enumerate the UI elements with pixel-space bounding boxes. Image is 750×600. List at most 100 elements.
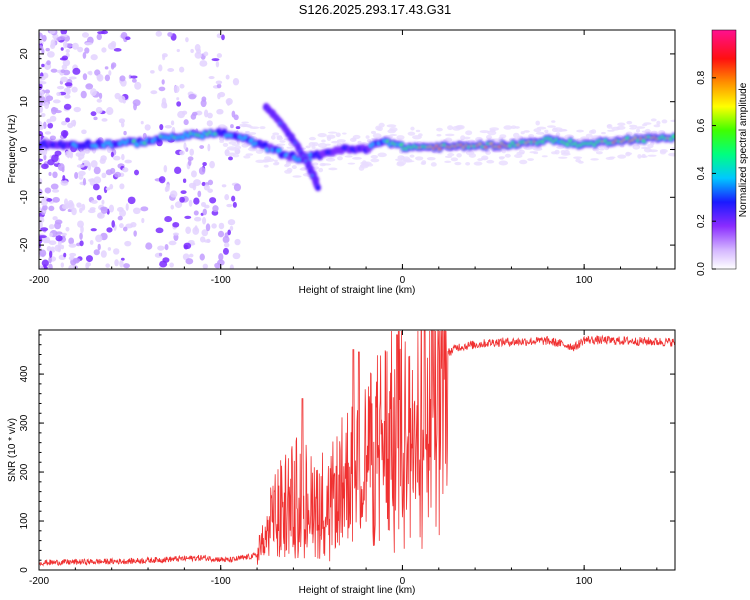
spectrogram-halo-blob [274,161,280,165]
spectrogram-noise-blob [163,103,168,109]
spectrogram-halo-blob [629,127,637,130]
spectrogram-halo-blob [335,132,341,138]
spectrogram-noise-blob [196,48,202,54]
spectrogram-halo-blob [400,156,406,159]
spectrogram-noise-blob [125,36,131,41]
spectrogram-noise-blob [85,262,92,267]
spectrogram-noise-blob [194,216,202,222]
spectrogram-noise-blob [225,74,230,80]
spectrogram-halo-blob [485,134,492,140]
spectrogram-noise-blob [201,229,209,237]
spectrogram-noise-blob [226,203,233,208]
spectrogram-noise-blob [93,176,102,184]
spectrogram-noise-blob [150,90,158,95]
spectrogram-noise-blob [71,42,79,50]
spectrogram-noise-blob [123,130,127,136]
spectrogram-halo-blob [444,160,452,163]
spectrogram-noise-blob [95,234,103,243]
spectrogram-noise-blob [185,258,194,265]
spectrogram-noise-blob [199,145,205,149]
spectrogram-halo-blob [447,125,454,131]
spectrogram-halo-blob [370,154,379,159]
spectrogram-halo-blob [617,154,627,159]
spectrogram-halo-blob [487,130,497,136]
spectrogram-noise-blob [215,80,223,85]
spectrogram-noise-blob [179,150,185,156]
spectrogram-noise-blob [47,122,54,129]
spectrogram-noise-blob [107,247,112,251]
spectrogram-noise-blob [47,51,55,58]
spectrogram-noise-blob [41,63,45,68]
spectrogram-noise-blob [84,149,90,154]
spectrogram-noise [39,30,675,269]
spectrogram-noise-blob [205,223,211,232]
spectrogram-noise-blob [39,177,43,185]
spectrogram-noise-blob [68,264,77,269]
spectrogram-halo-blob [328,167,338,171]
ridge-core-mark [671,135,675,139]
spectrogram-halo-blob [635,126,646,129]
spectrogram-noise-blob [113,248,120,255]
spectrogram-halo-blob [489,127,500,131]
spectrogram-halo-blob [555,132,561,137]
spectrogram-noise-blob [41,163,49,170]
spectrogram-halo-blob [573,156,583,159]
spectrogram-noise-blob [218,91,226,98]
colorbar-tick-label: 0.6 [696,118,707,132]
spectrogram-noise-blob [218,253,224,261]
spectrogram-noise-blob [60,69,66,74]
spectrogram-noise-blob [61,55,69,61]
spectrogram-noise-blob [125,223,134,229]
spectrogram-halo-blob [626,120,633,125]
spectrogram-noise-blob [158,86,166,92]
spectrogram-noise-blob [200,99,207,108]
spectrogram-noise-blob [46,198,53,202]
spectrogram-noise-blob [202,162,207,167]
spectrogram-noise-blob [193,210,199,216]
spectrogram-halo-blob [444,155,453,158]
spectrogram-noise-blob [101,172,107,179]
spectrogram-noise-blob [110,40,117,48]
spectrogram-noise-blob [155,227,164,234]
spectrogram-halo-blob [415,156,424,161]
spectrogram-noise-blob [63,103,72,110]
spectrogram-noise-blob [74,258,81,263]
spectrogram-noise-blob [230,124,234,129]
spectrogram-noise-blob [39,235,47,239]
spectrogram-noise-blob [90,160,98,168]
spectrogram-noise-blob [66,151,70,159]
spectrogram-noise-blob [233,114,239,121]
snr-y-tick-label: 100 [19,512,30,529]
spectrogram-noise-blob [84,162,91,166]
spectrogram-noise-blob [39,45,44,51]
spectrogram-noise-blob [132,207,141,215]
spectrogram-noise-blob [57,35,66,41]
spectrogram-noise-blob [49,232,53,237]
spectrogram-halo-blob [616,125,626,130]
spectrogram-halo-blob [222,142,229,147]
spectrogram-halo-blob [463,136,471,140]
spectrogram-halo-blob [656,120,661,126]
spectrogram-halo-blob [395,158,403,162]
spectrogram-noise-blob [221,34,225,41]
spectrogram-noise-blob [231,195,236,202]
snr-x-tick-label: -100 [211,576,231,587]
spectrogram-noise-blob [104,66,109,70]
spectrogram-noise-blob [189,148,195,156]
spectrogram-halo-blob [347,162,356,165]
spectrogram-noise-blob [96,194,102,201]
spectrogram-noise-blob [82,51,87,59]
spectrogram-halo-blob [337,156,343,161]
spectrogram-noise-blob [144,124,151,131]
spectrogram-halo-blob [365,135,370,139]
spectrogram-halo-blob [527,158,535,161]
spectrogram-halo-blob [647,154,657,157]
spectrogram-noise-blob [109,183,114,190]
spectrogram-noise-blob [41,34,47,42]
spectrogram-halo-blob [481,157,488,160]
spectrogram-noise-blob [72,67,81,75]
spectrogram-noise-blob [60,129,69,138]
spectrogram-noise-blob [223,242,230,248]
spectrogram-halo-blob [375,125,381,131]
spectrogram-noise-blob [89,207,96,211]
